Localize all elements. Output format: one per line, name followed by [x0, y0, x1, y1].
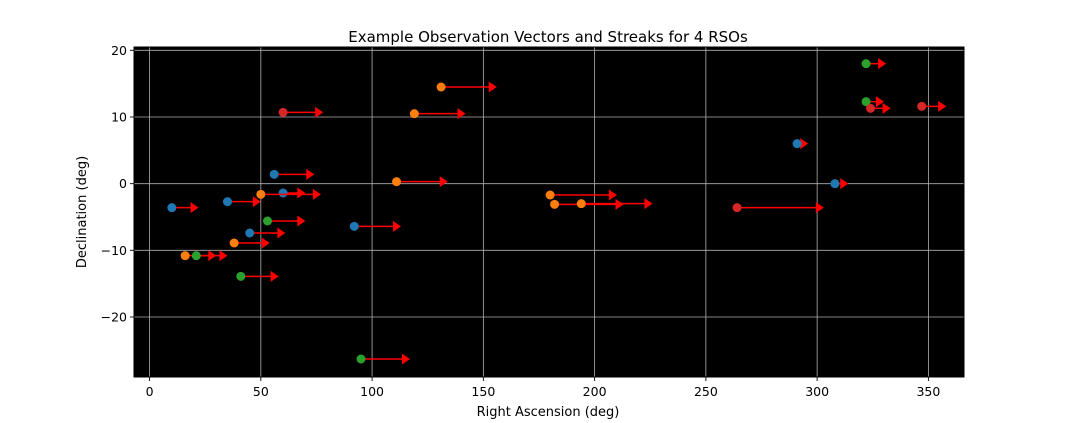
streak-arrowhead — [875, 96, 884, 108]
observation-point — [167, 203, 177, 213]
observation-point — [245, 228, 255, 238]
streak-arrowhead — [312, 188, 321, 200]
streak-arrowhead — [938, 100, 947, 112]
observation-point — [550, 199, 560, 209]
observation-marks — [167, 58, 947, 365]
observation-point — [191, 251, 201, 261]
observation-point — [732, 203, 742, 213]
y-tick-label: 10 — [111, 110, 127, 125]
streak-arrowhead — [297, 187, 306, 199]
plot-area — [134, 47, 964, 377]
streak-arrowhead — [252, 196, 261, 208]
observation-point — [263, 216, 273, 226]
y-tick-label: 20 — [111, 43, 127, 58]
observation-point — [436, 82, 446, 92]
observation-point — [830, 179, 840, 189]
x-tick-label: 250 — [694, 384, 718, 399]
streak-arrowhead — [401, 353, 410, 365]
observation-point — [229, 238, 239, 248]
streak-arrowhead — [644, 198, 653, 210]
observation-point — [576, 199, 586, 209]
observation-point — [861, 59, 871, 69]
observation-point — [861, 97, 871, 107]
observation-point — [256, 189, 266, 199]
y-axis-label: Declination (deg) — [75, 156, 90, 268]
observation-point — [222, 197, 232, 207]
observation-point — [792, 139, 802, 149]
streak-arrowhead — [840, 178, 849, 190]
streak-arrowhead — [277, 227, 286, 239]
grid — [134, 47, 964, 377]
observation-point — [545, 190, 555, 200]
observation-point — [917, 101, 927, 111]
y-tick-label: −20 — [101, 310, 127, 325]
observation-point — [356, 354, 366, 364]
streak-arrowhead — [882, 102, 891, 114]
streak-arrowhead — [393, 220, 402, 232]
streak-arrowhead — [315, 106, 324, 118]
streak-arrowhead — [815, 202, 824, 214]
observation-point — [866, 103, 876, 113]
observation-point — [392, 177, 402, 187]
y-tick-label: 0 — [119, 176, 127, 191]
x-tick-label: 200 — [583, 384, 607, 399]
x-tick-label: 150 — [471, 384, 495, 399]
observation-point — [236, 271, 246, 281]
observation-point — [349, 221, 359, 231]
x-tick-label: 50 — [253, 384, 269, 399]
streak-arrowhead — [306, 168, 315, 180]
observation-point — [269, 169, 279, 179]
x-tick-label: 0 — [146, 384, 154, 399]
streak-arrowhead — [261, 237, 270, 249]
streak-arrowhead — [297, 215, 306, 227]
observation-point — [180, 251, 190, 261]
observation-point — [278, 188, 288, 198]
streak-arrowhead — [457, 108, 466, 120]
streak-arrowhead — [219, 250, 228, 262]
x-tick-label: 350 — [916, 384, 940, 399]
streak-arrowhead — [878, 58, 887, 70]
streak-arrowhead — [190, 202, 199, 214]
streak-arrowhead — [488, 81, 497, 93]
streak-arrowhead — [608, 189, 617, 201]
axis-ticks: 0 50 100 150 200 250 300 350 −20 −10 0 10 20 — [101, 43, 965, 399]
streak-arrowhead — [800, 138, 809, 150]
streak-arrowhead — [439, 176, 448, 188]
observation-point — [409, 109, 419, 119]
observation-point — [278, 107, 288, 117]
streak-arrowhead — [270, 270, 279, 282]
x-axis-label: Right Ascension (deg) — [477, 405, 620, 420]
x-tick-label: 300 — [805, 384, 829, 399]
plot-frame — [133, 46, 965, 378]
y-tick-label: −10 — [101, 243, 127, 258]
x-tick-label: 100 — [360, 384, 384, 399]
chart-title: Example Observation Vectors and Streaks … — [348, 28, 748, 46]
